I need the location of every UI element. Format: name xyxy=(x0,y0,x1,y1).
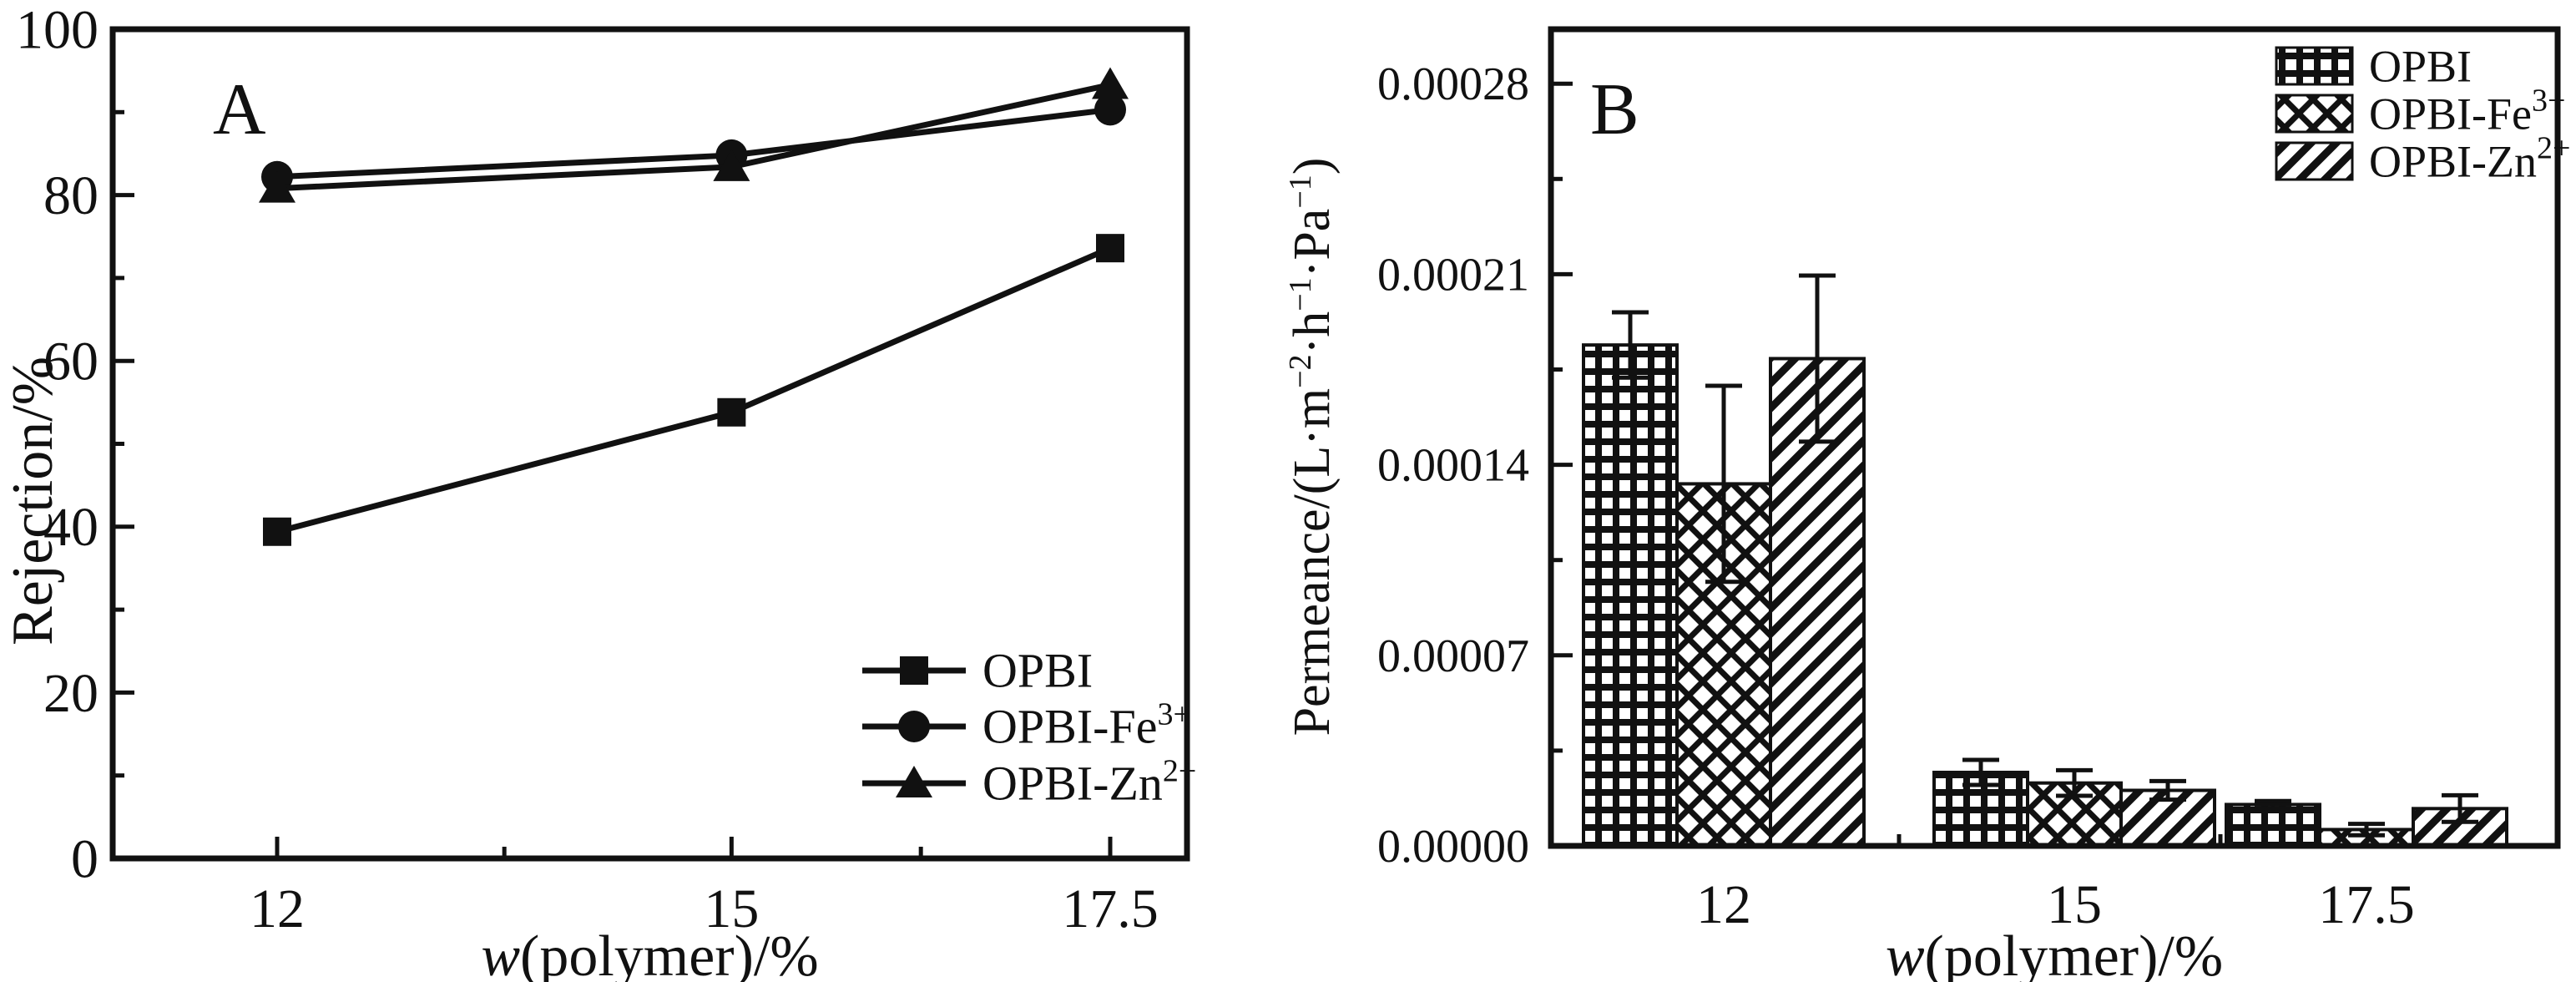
y-tick-label: 80 xyxy=(43,165,98,226)
y-tick-label: 0 xyxy=(71,828,98,889)
y-axis-title: Rejection/% xyxy=(1,357,65,645)
x-axis-title: w(polymer)/% xyxy=(1886,924,2223,982)
legend-swatch-diagonal xyxy=(2275,141,2354,181)
panel-letter-a: A xyxy=(213,69,266,150)
plot-frame xyxy=(109,26,1190,862)
series-opbi xyxy=(263,234,1124,546)
error-bars-opbi-fe3+ xyxy=(1705,383,2385,838)
legend-label: OPBI-Zn2+ xyxy=(2369,130,2570,186)
plot-frame xyxy=(1548,26,2561,849)
triangle-legend-marker xyxy=(896,766,932,797)
circle-legend-marker xyxy=(898,711,930,742)
square-marker xyxy=(1096,234,1124,263)
y-axis-title: Permeance/(L·m−2·h−1·Pa−1) xyxy=(1283,158,1341,736)
legend-label: OPBI-Fe3+ xyxy=(2369,83,2565,139)
y-tick-label: 40 xyxy=(43,497,98,558)
legend-label: OPBI-Fe3+ xyxy=(982,697,1191,754)
legend-item-opbi: OPBI xyxy=(862,644,1093,698)
y-tick-label: 0.00007 xyxy=(1377,630,1529,682)
x-tick-label: 17.5 xyxy=(1062,878,1159,939)
x-tick-label: 12 xyxy=(250,878,305,939)
triangle-marker xyxy=(1092,67,1129,99)
axis-tick-labels: 0 20 40 60 80 100 12 15 17.5 xyxy=(16,0,1159,939)
bar-opbi-17.5 xyxy=(2225,802,2321,848)
square-marker xyxy=(263,517,291,546)
y-tick-label: 0.00014 xyxy=(1377,440,1529,492)
triangle-marker xyxy=(259,170,295,203)
legend-item-opbi-fe3+: OPBI-Fe3+ xyxy=(862,697,1191,754)
triangle-marker xyxy=(713,149,750,181)
series-opbi-zn2+ xyxy=(259,67,1129,203)
legend-label: OPBI xyxy=(2369,41,2472,91)
y-tick-label: 100 xyxy=(16,0,98,60)
panel-a-line-chart: 0 20 40 60 80 100 12 15 17.5 Rejection/% w(polymer… xyxy=(1,0,1196,982)
square-legend-marker xyxy=(900,656,928,685)
panel-letter-b: B xyxy=(1590,69,1639,150)
y-tick-label: 20 xyxy=(43,663,98,724)
x-tick-label: 12 xyxy=(1696,874,1751,935)
legend-item-opbi-fe3+: OPBI-Fe3+ xyxy=(2275,83,2565,139)
series-line-opbi xyxy=(276,245,1112,535)
y-tick-label: 0.00028 xyxy=(1377,58,1529,110)
bar-series-opbi-zn2+ xyxy=(1769,357,2508,848)
error-bars-opbi-zn2+ xyxy=(1799,273,2478,824)
legend-swatch-crosshatch xyxy=(2275,94,2354,134)
y-tick-label: 60 xyxy=(43,332,98,392)
square-marker xyxy=(717,397,746,427)
legend-item-opbi-zn2+: OPBI-Zn2+ xyxy=(2275,130,2570,186)
x-axis-title: w(polymer)/% xyxy=(481,924,818,982)
x-tick-label: 15 xyxy=(704,878,759,939)
panel-b-bar-chart: 0.00000 0.00007 0.00014 0.00021 0.00028 12 15 1… xyxy=(1283,26,2570,982)
x-tick-label: 15 xyxy=(2047,874,2102,935)
axis-tick-labels: 0.00000 0.00007 0.00014 0.00021 0.00028 12 15 1… xyxy=(1377,58,2415,935)
error-bars-opbi xyxy=(1612,310,2291,811)
legend-label: OPBI xyxy=(982,644,1093,698)
x-tick-label: 17.5 xyxy=(2318,874,2415,935)
bar-opbi-12 xyxy=(1582,343,1679,848)
legend-item-opbi-zn2+: OPBI-Zn2+ xyxy=(862,754,1196,811)
legend-item-opbi: OPBI xyxy=(2275,41,2472,91)
y-tick-label: 0.00021 xyxy=(1377,249,1529,301)
circle-marker xyxy=(1094,94,1126,126)
legend-swatch-grid xyxy=(2275,46,2354,86)
y-tick-label: 0.00000 xyxy=(1377,821,1529,873)
legend-label: OPBI-Zn2+ xyxy=(982,754,1196,811)
